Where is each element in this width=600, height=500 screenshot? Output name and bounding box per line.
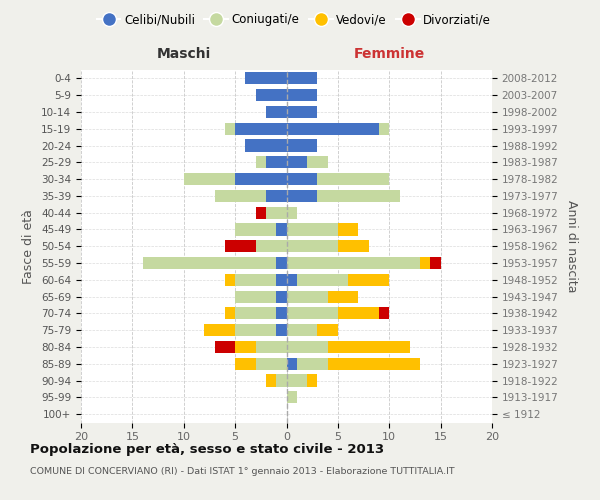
Bar bbox=[215, 190, 266, 202]
Bar bbox=[287, 358, 297, 370]
Bar bbox=[287, 122, 379, 135]
Bar bbox=[287, 257, 420, 269]
Bar bbox=[256, 358, 287, 370]
Bar bbox=[287, 106, 317, 118]
Bar bbox=[266, 374, 276, 386]
Bar bbox=[266, 206, 287, 218]
Bar bbox=[256, 89, 287, 101]
Bar bbox=[287, 206, 297, 218]
Bar bbox=[379, 122, 389, 135]
Bar bbox=[287, 240, 338, 252]
Bar bbox=[235, 122, 287, 135]
Bar bbox=[297, 358, 328, 370]
Bar bbox=[317, 190, 400, 202]
Bar bbox=[276, 374, 287, 386]
Bar bbox=[143, 257, 276, 269]
Bar bbox=[276, 257, 287, 269]
Bar bbox=[276, 324, 287, 336]
Bar bbox=[287, 374, 307, 386]
Bar bbox=[235, 341, 256, 353]
Bar bbox=[225, 274, 235, 286]
Y-axis label: Anni di nascita: Anni di nascita bbox=[565, 200, 578, 292]
Bar bbox=[276, 290, 287, 302]
Bar bbox=[235, 224, 276, 235]
Y-axis label: Fasce di età: Fasce di età bbox=[22, 209, 35, 284]
Bar bbox=[338, 308, 379, 320]
Bar bbox=[420, 257, 430, 269]
Bar bbox=[276, 274, 287, 286]
Bar bbox=[328, 290, 358, 302]
Bar bbox=[235, 324, 276, 336]
Bar bbox=[235, 308, 276, 320]
Bar bbox=[287, 290, 328, 302]
Bar bbox=[287, 190, 317, 202]
Bar bbox=[256, 206, 266, 218]
Bar bbox=[287, 140, 317, 151]
Bar bbox=[379, 308, 389, 320]
Bar bbox=[287, 224, 338, 235]
Bar bbox=[235, 358, 256, 370]
Text: Maschi: Maschi bbox=[157, 47, 211, 61]
Bar bbox=[307, 156, 328, 168]
Bar bbox=[276, 224, 287, 235]
Bar bbox=[328, 341, 410, 353]
Bar bbox=[348, 274, 389, 286]
Bar bbox=[338, 240, 369, 252]
Bar bbox=[266, 106, 287, 118]
Bar bbox=[287, 308, 338, 320]
Bar bbox=[287, 274, 297, 286]
Bar bbox=[225, 240, 256, 252]
Bar bbox=[256, 156, 266, 168]
Bar bbox=[338, 224, 358, 235]
Bar bbox=[256, 240, 287, 252]
Bar bbox=[266, 190, 287, 202]
Bar bbox=[297, 274, 348, 286]
Bar bbox=[287, 341, 328, 353]
Bar bbox=[328, 358, 420, 370]
Text: Popolazione per età, sesso e stato civile - 2013: Popolazione per età, sesso e stato civil… bbox=[30, 442, 384, 456]
Bar bbox=[266, 156, 287, 168]
Bar bbox=[235, 173, 287, 185]
Bar bbox=[307, 374, 317, 386]
Bar bbox=[215, 341, 235, 353]
Bar bbox=[287, 72, 317, 85]
Text: Femmine: Femmine bbox=[353, 47, 425, 61]
Bar bbox=[430, 257, 440, 269]
Bar bbox=[235, 274, 276, 286]
Bar bbox=[287, 324, 317, 336]
Bar bbox=[204, 324, 235, 336]
Bar bbox=[245, 140, 287, 151]
Bar bbox=[256, 341, 287, 353]
Bar bbox=[287, 173, 317, 185]
Bar bbox=[225, 122, 235, 135]
Bar bbox=[287, 156, 307, 168]
Bar bbox=[317, 173, 389, 185]
Bar bbox=[225, 308, 235, 320]
Text: COMUNE DI CONCERVIANO (RI) - Dati ISTAT 1° gennaio 2013 - Elaborazione TUTTITALI: COMUNE DI CONCERVIANO (RI) - Dati ISTAT … bbox=[30, 468, 455, 476]
Bar bbox=[287, 89, 317, 101]
Bar bbox=[235, 290, 276, 302]
Bar bbox=[245, 72, 287, 85]
Bar bbox=[276, 308, 287, 320]
Bar bbox=[317, 324, 338, 336]
Bar bbox=[184, 173, 235, 185]
Legend: Celibi/Nubili, Coniugati/e, Vedovi/e, Divorziati/e: Celibi/Nubili, Coniugati/e, Vedovi/e, Di… bbox=[92, 8, 496, 31]
Bar bbox=[287, 392, 297, 404]
